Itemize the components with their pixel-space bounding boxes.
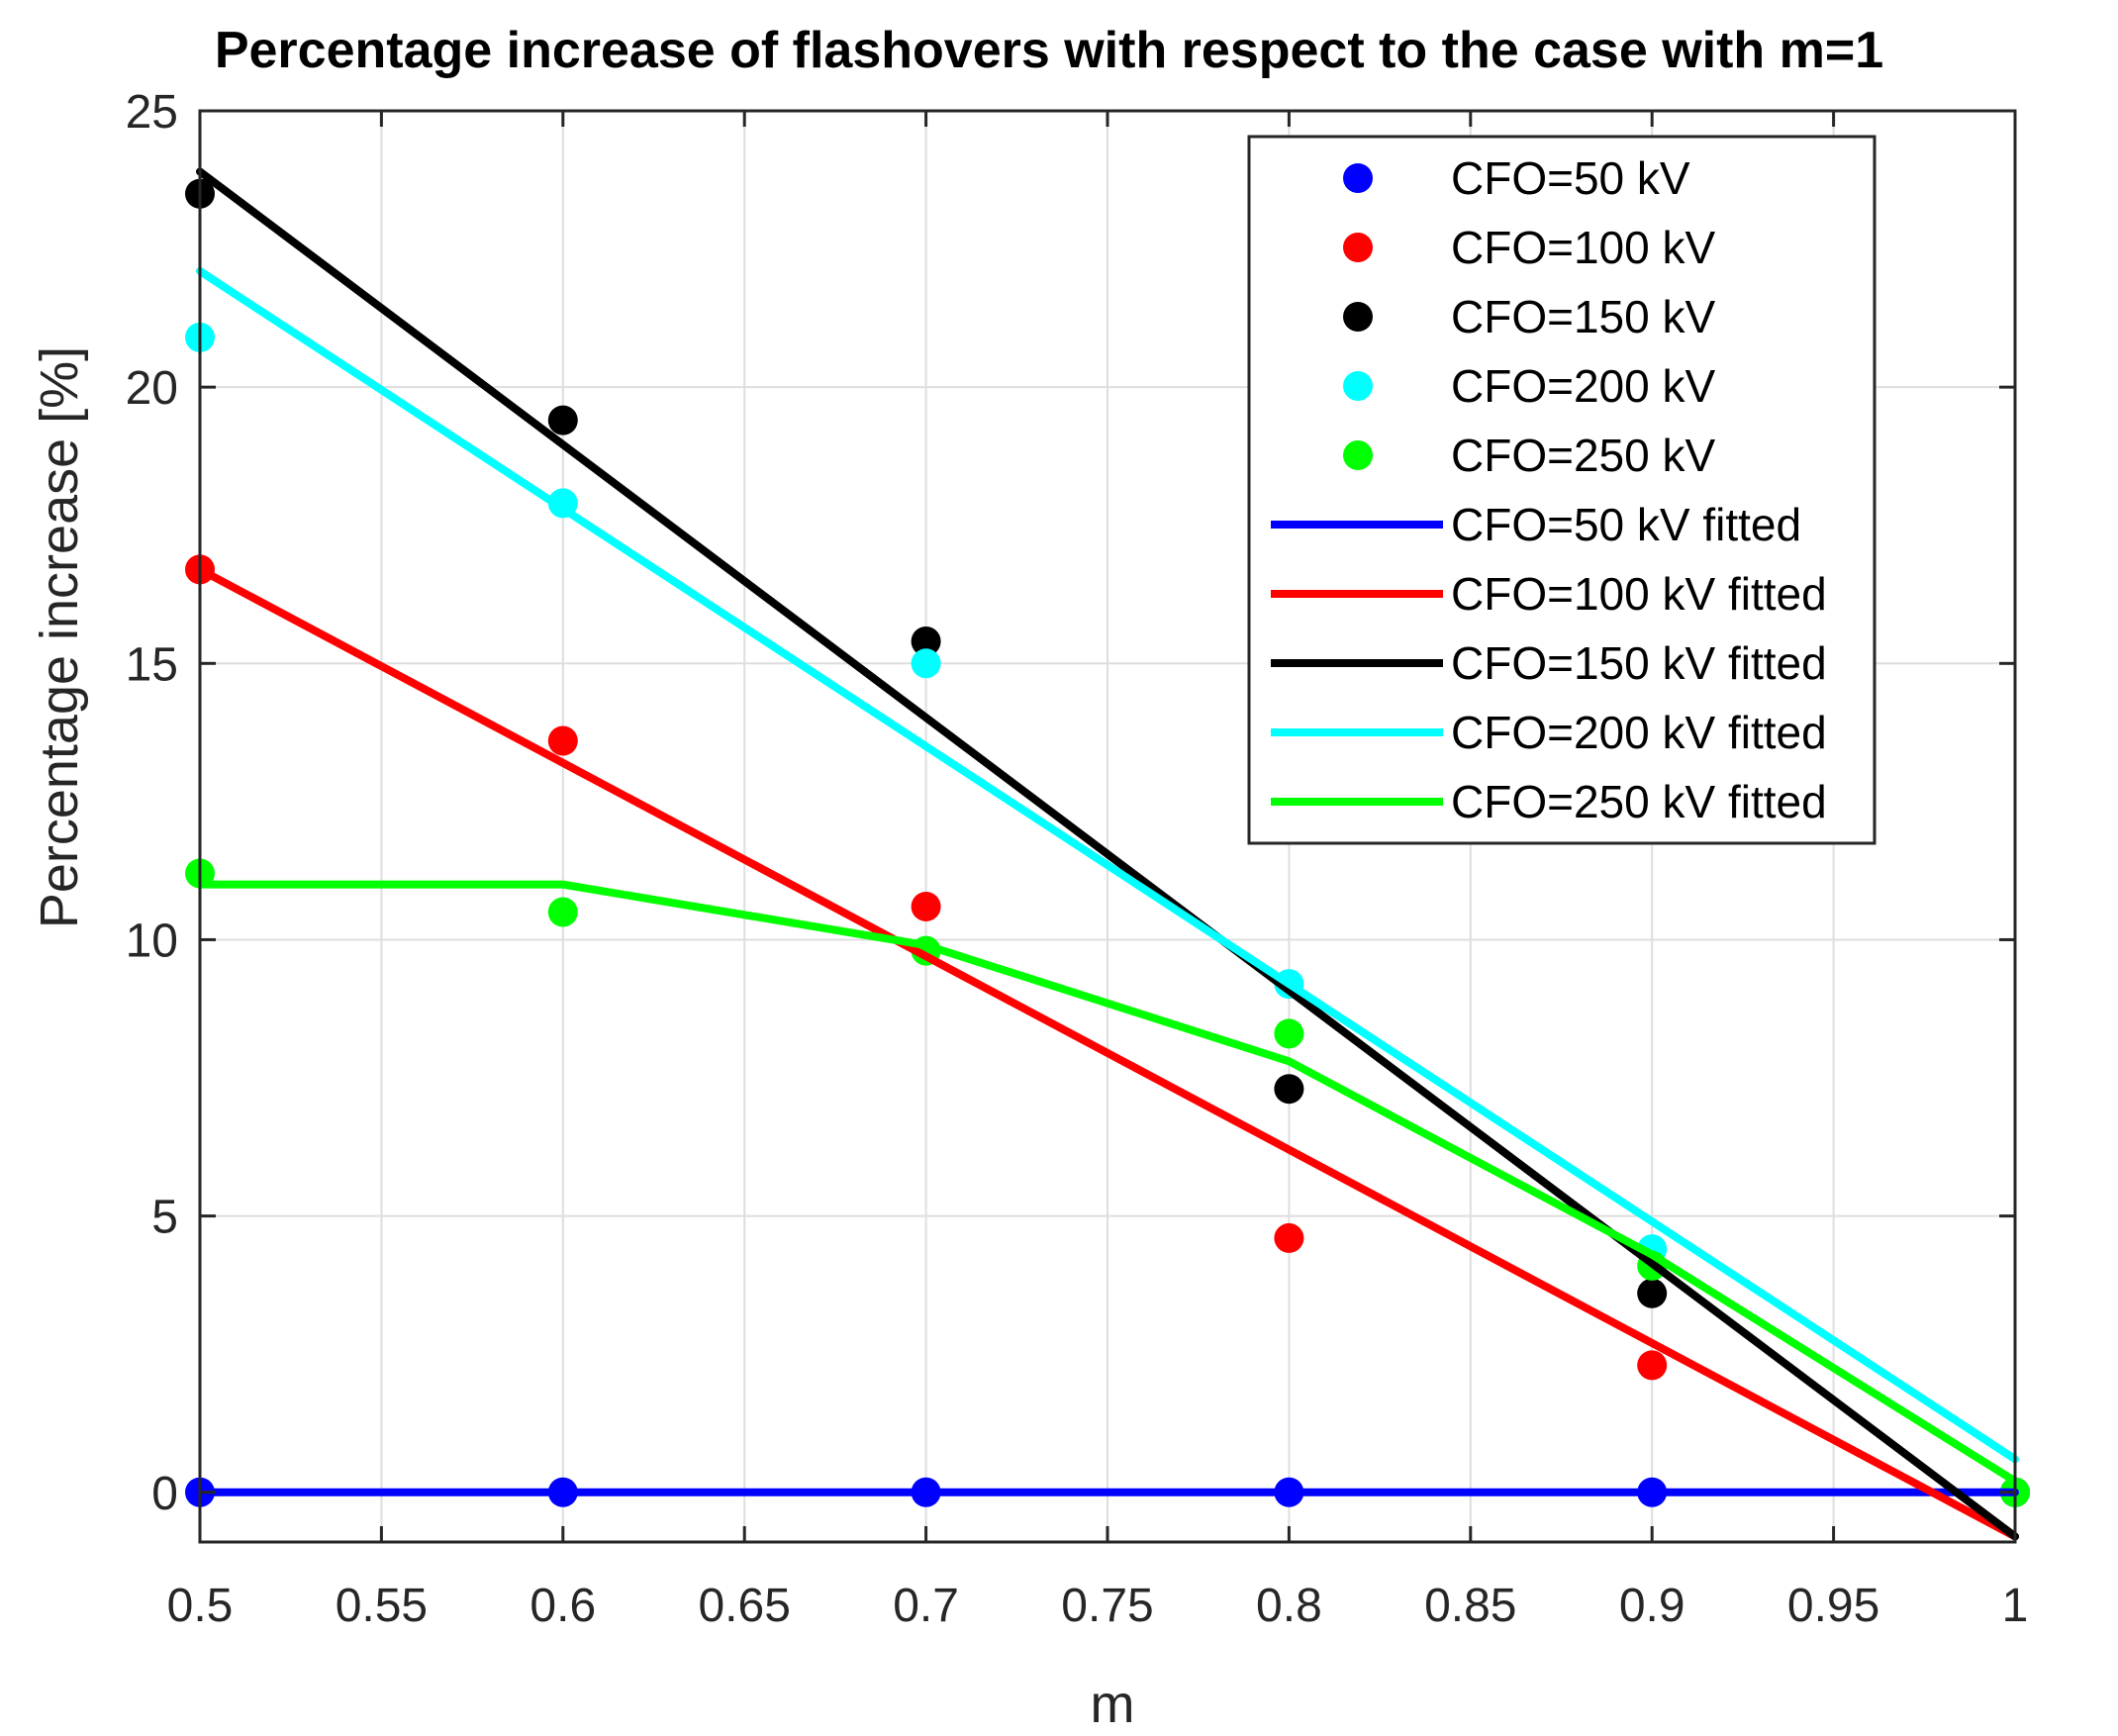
data-point [547, 725, 578, 756]
data-point [911, 626, 941, 656]
legend-label: CFO=250 kV [1451, 430, 1715, 481]
legend-label: CFO=200 kV [1451, 360, 1715, 412]
fitted-line [196, 565, 2019, 1541]
y-tick-label: 5 [151, 1192, 178, 1244]
y-tick-label: 20 [126, 362, 178, 415]
y-tick-label: 0 [151, 1468, 178, 1520]
legend-label: CFO=150 kV [1451, 291, 1715, 342]
data-point [547, 405, 578, 435]
x-tick-label: 0.75 [1061, 1580, 1153, 1632]
ticks: 0.5 0.55 0.6 0.65 0.7 0.75 0.8 0.85 0.9 0.95 10510… [126, 86, 2029, 1632]
legend-label: CFO=150 kV fitted [1451, 637, 1827, 689]
legend: CFO=50 kV CFO=100 kV CFO=150 kV CFO=200 kV C… [1247, 135, 1877, 845]
legend-label: CFO=250 kV fitted [1451, 776, 1827, 827]
x-tick-label: 0.7 [893, 1580, 959, 1632]
legend-marker [1343, 440, 1373, 470]
x-tick-label: 0.55 [336, 1580, 428, 1632]
x-tick-label: 0.8 [1256, 1580, 1322, 1632]
x-tick-label: 0.95 [1787, 1580, 1879, 1632]
legend-marker [1343, 371, 1373, 401]
legend-marker [1343, 302, 1373, 332]
legend-label: CFO=100 kV fitted [1451, 568, 1827, 620]
data-point [1637, 1278, 1668, 1308]
y-tick-label: 10 [126, 915, 178, 967]
x-tick-label: 0.5 [167, 1580, 234, 1632]
data-point [1274, 1222, 1304, 1253]
legend-marker [1343, 233, 1373, 262]
y-tick-label: 15 [126, 638, 178, 691]
y-axis-label: Percentage increase [%] [30, 346, 89, 928]
data-point [911, 648, 941, 679]
x-tick-label: 0.85 [1424, 1580, 1516, 1632]
legend-label: CFO=50 kV [1451, 152, 1690, 204]
plot-area [185, 167, 2030, 1541]
y-tick-label: 25 [126, 86, 178, 139]
data-point [1274, 1018, 1304, 1049]
data-point [1274, 1074, 1304, 1105]
x-tick-label: 0.65 [698, 1580, 790, 1632]
data-point [547, 897, 578, 927]
x-tick-label: 0.9 [1619, 1580, 1685, 1632]
legend-label: CFO=100 kV [1451, 222, 1715, 273]
x-axis-label: m [1091, 1675, 1135, 1734]
fitted-line [196, 266, 2019, 1464]
data-point [911, 891, 941, 921]
legend-label: CFO=200 kV fitted [1451, 707, 1827, 758]
legend-marker [1343, 163, 1373, 193]
legend-label: CFO=50 kV fitted [1451, 499, 1801, 550]
fitted-line [196, 167, 2019, 1541]
x-tick-label: 0.6 [530, 1580, 596, 1632]
data-point [1637, 1350, 1668, 1381]
fitted-line [196, 880, 2019, 1486]
chart-title: Percentage increase of flashovers with r… [215, 22, 1883, 79]
x-tick-label: 1 [2002, 1580, 2029, 1632]
